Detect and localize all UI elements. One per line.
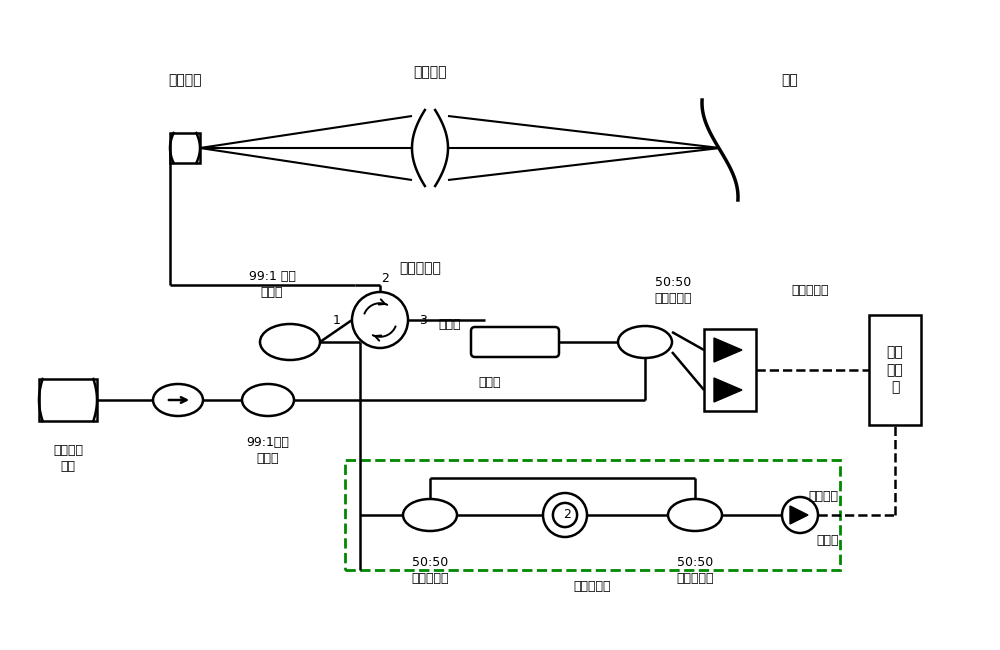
Polygon shape [714,338,742,362]
Text: 50:50
光纤耦合器: 50:50 光纤耦合器 [676,556,714,584]
Text: 测量路: 测量路 [439,317,461,330]
Text: 光纤环形器: 光纤环形器 [399,261,441,275]
Ellipse shape [260,324,320,360]
Polygon shape [714,378,742,402]
Ellipse shape [153,384,203,416]
Ellipse shape [618,326,672,358]
Text: 3: 3 [419,313,427,326]
Text: 可调谐激
光器: 可调谐激 光器 [53,443,83,473]
Circle shape [352,292,408,348]
Polygon shape [790,506,808,524]
Text: 99:1光纤
耦合器: 99:1光纤 耦合器 [247,436,289,465]
Circle shape [782,497,818,533]
Bar [345,460,840,570]
Text: 光纤端面: 光纤端面 [168,73,202,87]
FancyBboxPatch shape [471,327,559,357]
Text: 探测器: 探测器 [817,534,839,547]
Bar [704,329,756,411]
Text: 参考路: 参考路 [479,376,501,389]
Bar [869,315,921,425]
Text: 目标: 目标 [782,73,798,87]
Text: 平衡探测器: 平衡探测器 [791,283,829,296]
Circle shape [553,503,577,527]
Ellipse shape [668,499,722,531]
Bar [39,379,97,421]
Ellipse shape [403,499,457,531]
Bar [170,133,200,163]
Text: 50:50
光纤耦合器: 50:50 光纤耦合器 [411,556,449,584]
Ellipse shape [242,384,294,416]
Text: 聚焦系统: 聚焦系统 [413,65,447,79]
Text: 2: 2 [563,508,571,521]
Text: 50:50
光纤耦合器: 50:50 光纤耦合器 [654,276,692,304]
Text: 2: 2 [381,272,389,285]
Circle shape [543,493,587,537]
Text: 1: 1 [333,313,341,326]
Text: 99:1 光纤
耦合器: 99:1 光纤 耦合器 [249,270,295,298]
Text: 时钟信号: 时钟信号 [808,491,838,504]
Text: 数据
采集
卡: 数据 采集 卡 [887,346,903,395]
Text: 辅助干涉仪: 辅助干涉仪 [574,580,611,593]
